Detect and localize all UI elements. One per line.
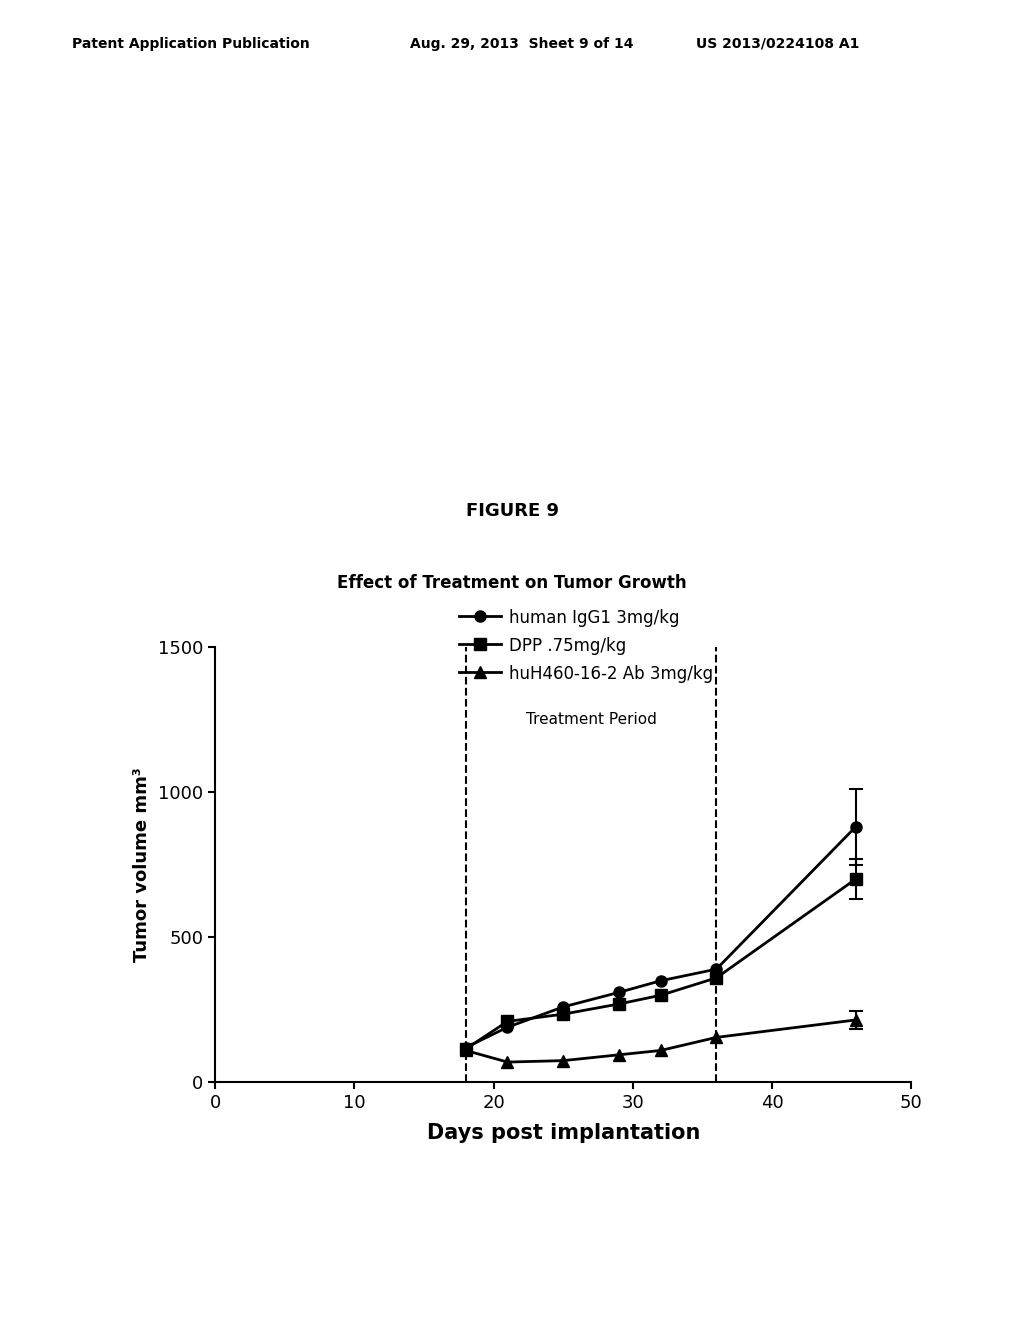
human IgG1 3mg/kg	[502, 1019, 514, 1035]
human IgG1 3mg/kg	[557, 999, 569, 1015]
Legend: human IgG1 3mg/kg, DPP .75mg/kg, huH460-16-2 Ab 3mg/kg: human IgG1 3mg/kg, DPP .75mg/kg, huH460-…	[459, 609, 713, 682]
Text: Patent Application Publication: Patent Application Publication	[72, 37, 309, 51]
Line: human IgG1 3mg/kg: human IgG1 3mg/kg	[460, 821, 861, 1053]
huH460-16-2 Ab 3mg/kg	[557, 1053, 569, 1069]
huH460-16-2 Ab 3mg/kg	[850, 1012, 862, 1028]
human IgG1 3mg/kg	[850, 818, 862, 834]
Text: Aug. 29, 2013  Sheet 9 of 14: Aug. 29, 2013 Sheet 9 of 14	[410, 37, 633, 51]
DPP .75mg/kg	[612, 997, 625, 1012]
X-axis label: Days post implantation: Days post implantation	[427, 1123, 699, 1143]
Line: DPP .75mg/kg: DPP .75mg/kg	[460, 874, 861, 1055]
human IgG1 3mg/kg	[654, 973, 667, 989]
Text: US 2013/0224108 A1: US 2013/0224108 A1	[696, 37, 860, 51]
DPP .75mg/kg	[850, 871, 862, 887]
DPP .75mg/kg	[460, 1041, 472, 1057]
Line: huH460-16-2 Ab 3mg/kg: huH460-16-2 Ab 3mg/kg	[460, 1014, 861, 1068]
huH460-16-2 Ab 3mg/kg	[460, 1043, 472, 1059]
DPP .75mg/kg	[711, 970, 723, 986]
huH460-16-2 Ab 3mg/kg	[502, 1055, 514, 1071]
human IgG1 3mg/kg	[711, 961, 723, 977]
human IgG1 3mg/kg	[612, 985, 625, 1001]
DPP .75mg/kg	[502, 1014, 514, 1030]
human IgG1 3mg/kg	[460, 1040, 472, 1056]
Text: Treatment Period: Treatment Period	[525, 711, 656, 727]
huH460-16-2 Ab 3mg/kg	[654, 1043, 667, 1059]
huH460-16-2 Ab 3mg/kg	[711, 1030, 723, 1045]
Text: Effect of Treatment on Tumor Growth: Effect of Treatment on Tumor Growth	[337, 574, 687, 593]
huH460-16-2 Ab 3mg/kg	[612, 1047, 625, 1063]
DPP .75mg/kg	[557, 1006, 569, 1022]
Text: FIGURE 9: FIGURE 9	[466, 502, 558, 520]
DPP .75mg/kg	[654, 987, 667, 1003]
Y-axis label: Tumor volume mm³: Tumor volume mm³	[133, 767, 151, 962]
